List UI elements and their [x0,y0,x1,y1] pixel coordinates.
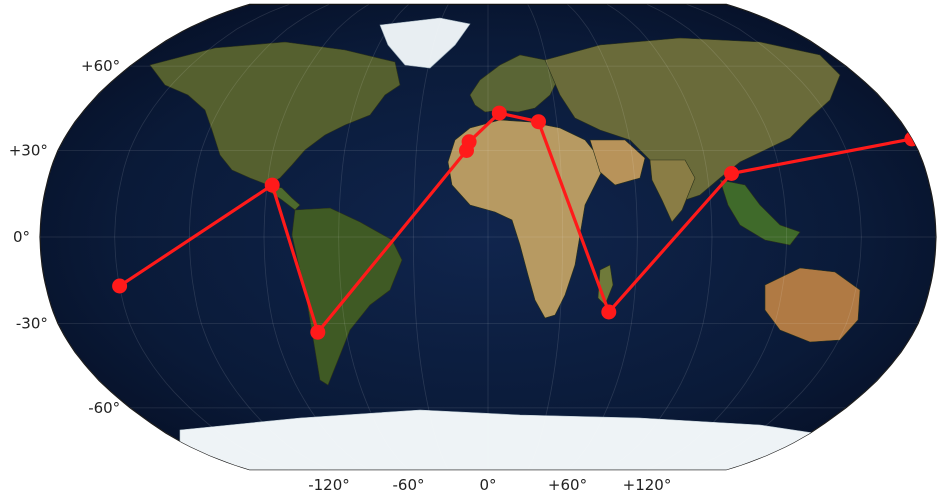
graticule-meridian [114,4,290,470]
land-asia [544,37,841,201]
route-marker-2 [264,177,280,193]
land-masses [149,17,861,470]
land-arabia [589,139,646,186]
lat-tick-label: -60° [88,399,120,417]
route-marker-9 [724,166,739,181]
lat-tick-label: 0° [13,228,30,246]
lat-tick-label: -30° [16,315,48,333]
graticule-meridian [686,4,862,470]
graticule-meridian [188,4,330,470]
graticule-meridian [646,4,788,470]
graticule-meridian [338,4,409,470]
route-marker-10 [904,131,920,147]
lat-tick-label: +30° [9,142,48,160]
lat-tick-label: +60° [81,57,120,75]
graticule-meridian [567,4,638,470]
route-line [117,111,914,334]
graticule-meridian [412,4,449,470]
longitude-tick-labels: -120° -60° 0° +60° +120° [308,476,671,494]
route-markers [112,105,920,340]
lon-tick-label: -60° [393,476,425,494]
graticule [40,4,936,470]
land-europe [469,54,561,113]
land-north-america [149,41,401,186]
graticule-meridian [40,4,250,470]
land-india [649,159,696,223]
route-marker-7 [531,114,546,130]
lon-tick-label: +120° [623,476,672,494]
route-marker-3 [310,324,326,340]
lon-tick-label: +60° [548,476,587,494]
graticule-meridian [607,4,713,470]
lon-tick-label: -120° [308,476,350,494]
graticule-meridian [263,4,369,470]
land-greenland [379,17,471,69]
graticule-meridian [527,4,564,470]
route-marker-6 [491,105,507,121]
route-marker-1 [112,278,128,294]
land-africa [447,119,606,319]
land-australia [764,267,861,343]
graticule-meridian [726,4,936,470]
land-southeast-asia [719,179,801,246]
route-marker-5 [461,134,477,150]
map-surface [40,4,936,470]
route-marker-8 [601,304,617,320]
latitude-tick-labels: +60° +30° 0° -30° -60° [9,57,120,417]
lon-tick-label: 0° [479,476,496,494]
land-antarctica [179,409,861,470]
